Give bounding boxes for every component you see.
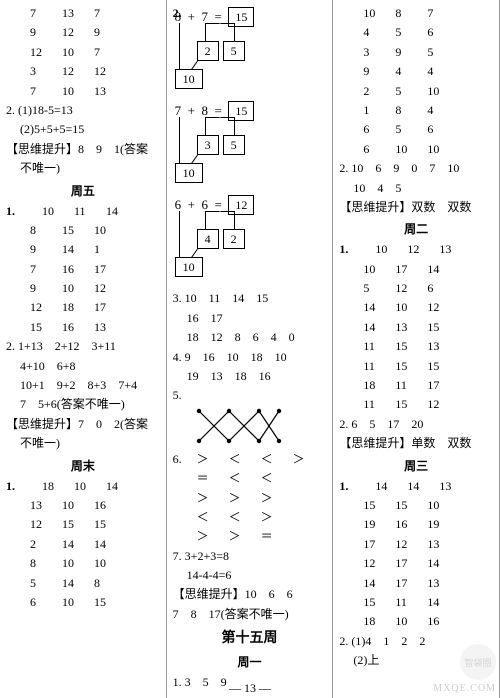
compare-row: ＜＜＞ <box>169 508 331 527</box>
column-3: 1087456395944251018465661010 2. 10 6 9 0… <box>333 0 500 698</box>
number-row: 656 <box>335 120 497 139</box>
number-row: 9129 <box>2 23 164 42</box>
number-row: 5126 <box>335 279 497 298</box>
number-row: 121515 <box>2 515 164 534</box>
page-number: — 13 — <box>0 681 500 696</box>
number-row: 171213 <box>335 535 497 554</box>
tips-1a: 【思维提升】8 9 1(答案 <box>2 140 164 159</box>
number-row: 71013 <box>2 82 164 101</box>
number-row: 944 <box>335 62 497 81</box>
triples-c3-bot: 1.14141315151019161917121312171414171315… <box>335 477 497 632</box>
number-row: 1.181014 <box>2 477 164 496</box>
q2-expr-block: 2. 1+13 2+12 3+114+10 6+810+1 9+2 8+3 7+… <box>2 337 164 415</box>
number-row: 141315 <box>335 318 497 337</box>
number-row: 61010 <box>335 140 497 159</box>
number-row: 7137 <box>2 4 164 23</box>
q3-c: 18 12 8 6 4 0 <box>169 328 331 347</box>
heading-zhou3: 周三 <box>335 454 497 477</box>
q6-compare-block: 6.＞＜＜＞＝＜＜＞＞＞＜＜＞＞＞＝ <box>169 450 331 547</box>
number-row: 111512 <box>335 395 497 414</box>
number-row: 191619 <box>335 515 497 534</box>
compare-row: ＝＜＜ <box>169 469 331 488</box>
triples-c3-top: 1087456395944251018465661010 <box>335 4 497 159</box>
number-row: 81010 <box>2 554 164 573</box>
triples-block-2: 1.1011148151091417161791012121817151613 <box>2 202 164 338</box>
tips-double: 【思维提升】双数 双数 <box>335 198 497 217</box>
q4-a: 4. 9 16 10 18 10 <box>169 348 331 367</box>
q3-a: 3. 10 11 14 15 <box>169 289 331 308</box>
q2-line-a: 2. (1)18-5=13 <box>2 101 164 120</box>
triples-c3-mid: 1.10121310171451261410121413151115131115… <box>335 240 497 415</box>
triples-block-3: 1.1810141310161215152141481010514861015 <box>2 477 164 613</box>
decomposition-diagrams: 8 + 7 = 1525107 + 8 = 1535106 + 6 = 1242… <box>169 7 331 283</box>
q2-line-b: (2)5+5+5=15 <box>2 120 164 139</box>
number-row: 21414 <box>2 535 164 554</box>
decomp-diagram: 8 + 7 = 152510 <box>175 7 331 95</box>
compare-row: 6.＞＜＜＞ <box>169 450 331 469</box>
tips-single: 【思维提升】单数 双数 <box>335 434 497 453</box>
number-row: 121817 <box>2 298 164 317</box>
number-row: 181016 <box>335 612 497 631</box>
column-2: 2. 8 + 7 = 1525107 + 8 = 1535106 + 6 = 1… <box>167 0 334 698</box>
expr-line: 2. 1+13 2+12 3+11 <box>2 337 164 356</box>
number-row: 31212 <box>2 62 164 81</box>
q7-a: 7. 3+2+3=8 <box>169 547 331 566</box>
number-row: 1.141413 <box>335 477 497 496</box>
heading-zhou5: 周五 <box>2 179 164 202</box>
q4-b: 19 13 18 16 <box>169 367 331 386</box>
heading-zhoumo: 周末 <box>2 454 164 477</box>
tips-c2b: 7 8 17(答案不唯一) <box>169 605 331 624</box>
number-row: 61015 <box>2 593 164 612</box>
number-row: 181117 <box>335 376 497 395</box>
compare-row: ＞＞＞ <box>169 489 331 508</box>
number-row: 151613 <box>2 318 164 337</box>
c3-q2c: 2. 6 5 17 20 <box>335 415 497 434</box>
number-row: 111513 <box>335 337 497 356</box>
c3-q2b: 10 4 5 <box>335 179 497 198</box>
number-row: 12107 <box>2 43 164 62</box>
expr-line: 10+1 9+2 8+3 7+4 <box>2 376 164 395</box>
heading-zhou2: 周二 <box>335 217 497 240</box>
compare-row: ＞＞＝ <box>169 527 331 546</box>
q3-b: 16 17 <box>169 309 331 328</box>
number-row: 131016 <box>2 496 164 515</box>
number-row: 151114 <box>335 593 497 612</box>
expr-line: 7 5+6(答案不唯一) <box>2 395 164 414</box>
c3-q2a: 2. 10 6 9 0 7 10 <box>335 159 497 178</box>
expr-line: 4+10 6+8 <box>2 357 164 376</box>
number-row: 151510 <box>335 496 497 515</box>
number-row: 141012 <box>335 298 497 317</box>
tips-2a: 【思维提升】7 0 2(答案 <box>2 415 164 434</box>
number-row: 81510 <box>2 221 164 240</box>
number-row: 101714 <box>335 260 497 279</box>
heading-week15: 第十五周 <box>169 624 331 650</box>
number-row: 141713 <box>335 574 497 593</box>
number-row: 71617 <box>2 260 164 279</box>
number-row: 2510 <box>335 82 497 101</box>
number-row: 184 <box>335 101 497 120</box>
number-row: 91012 <box>2 279 164 298</box>
heading-zhou1: 周一 <box>169 650 331 673</box>
number-row: 121714 <box>335 554 497 573</box>
decomp-diagram: 6 + 6 = 124210 <box>175 195 331 283</box>
tips-1b: 不唯一) <box>2 159 164 178</box>
q5-label: 5. <box>169 386 331 405</box>
triples-block-1: 71379129121073121271013 <box>2 4 164 101</box>
logo-watermark: 智袋圈 <box>460 644 496 680</box>
number-row: 1.101114 <box>2 202 164 221</box>
number-row: 456 <box>335 23 497 42</box>
tips-c2a: 【思维提升】10 6 6 <box>169 585 331 604</box>
number-row: 1.101213 <box>335 240 497 259</box>
site-watermark: MXQE.COM <box>433 683 496 694</box>
number-row: 9141 <box>2 240 164 259</box>
decomp-diagram: 7 + 8 = 153510 <box>175 101 331 189</box>
q7-b: 14-4-4=6 <box>169 566 331 585</box>
number-row: 111515 <box>335 357 497 376</box>
number-row: 1087 <box>335 4 497 23</box>
tips-2b: 不唯一) <box>2 434 164 453</box>
number-row: 5148 <box>2 574 164 593</box>
number-row: 395 <box>335 43 497 62</box>
column-1: 71379129121073121271013 2. (1)18-5=13 (2… <box>0 0 167 698</box>
matching-diagram <box>189 406 289 446</box>
